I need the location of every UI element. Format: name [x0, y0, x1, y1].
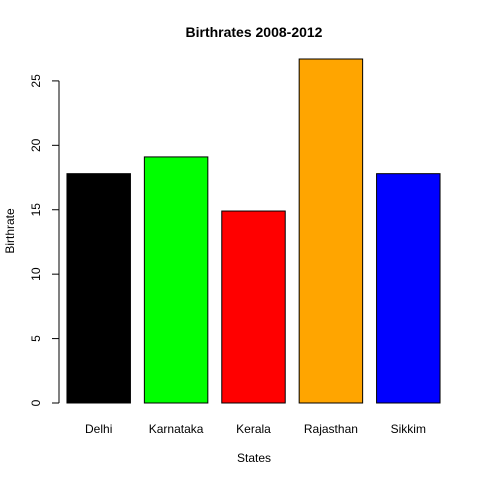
bar-sikkim — [376, 173, 441, 404]
y-tick-label: 10 — [29, 267, 43, 281]
x-tick-label-karnataka: Karnataka — [149, 422, 204, 436]
x-axis-label: States — [237, 451, 271, 465]
bar-rajasthan — [298, 58, 364, 404]
y-tick-label: 25 — [29, 74, 43, 88]
y-tick-label: 5 — [29, 335, 43, 342]
y-tick-label: 15 — [29, 203, 43, 217]
x-tick-label-sikkim: Sikkim — [391, 422, 426, 436]
x-tick-label-delhi: Delhi — [85, 422, 112, 436]
x-tick-labels: Delhi Karnataka Kerala Rajasthan Sikkim — [85, 422, 426, 436]
y-tick-label: 20 — [29, 138, 43, 152]
x-tick-label-rajasthan: Rajasthan — [304, 422, 358, 436]
chart-title: Birthrates 2008-2012 — [186, 24, 323, 40]
bar-kerala — [221, 210, 286, 404]
y-tick-label: 0 — [29, 399, 43, 406]
y-axis: 0 5 10 15 20 25 — [29, 74, 60, 406]
y-axis-label: Birthrate — [3, 208, 17, 254]
bars — [66, 58, 441, 404]
bar-delhi — [66, 173, 131, 404]
x-tick-label-kerala: Kerala — [236, 422, 271, 436]
bar-karnataka — [143, 156, 209, 404]
